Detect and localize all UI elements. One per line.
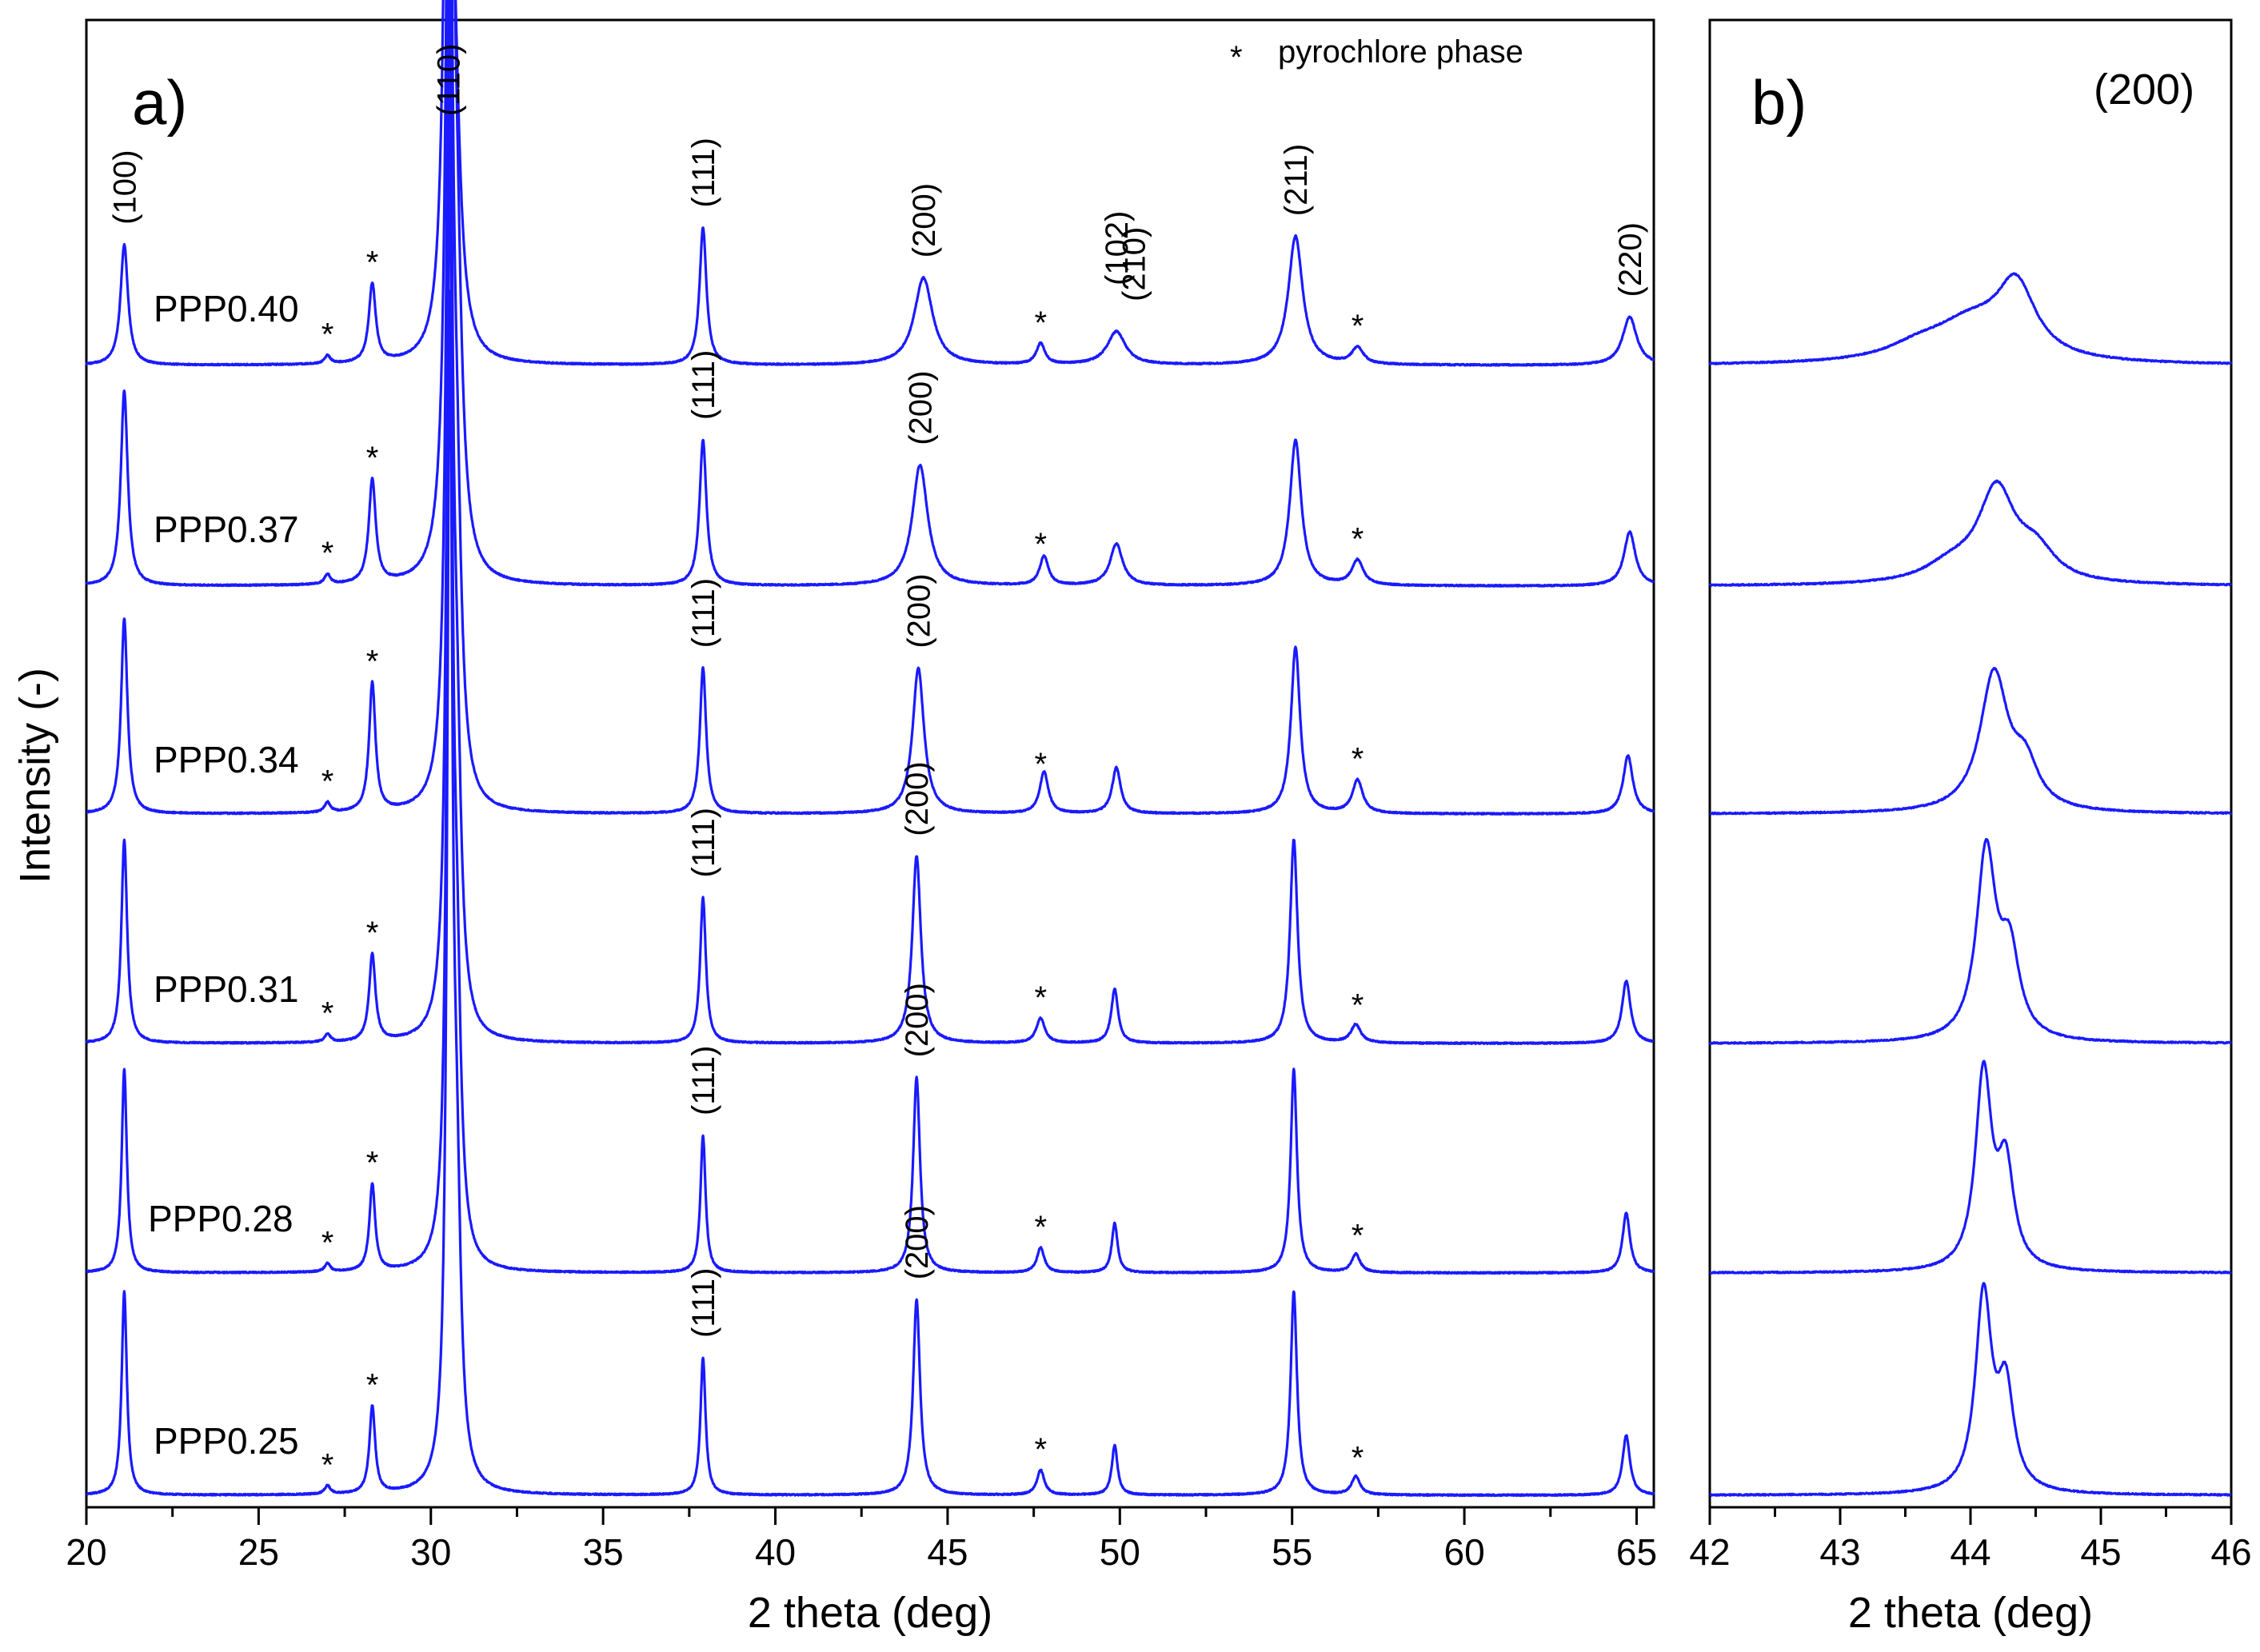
xrd-trace-PPP0.40 xyxy=(1708,272,2233,365)
hkl-label: (111) xyxy=(686,138,721,207)
panel-a-x-axis: 20 25 30 35 40 45 50 55 60 65 xyxy=(66,1507,1657,1573)
pyrochlore-marker: * xyxy=(1034,980,1047,1016)
panel-a-traces xyxy=(85,0,1655,1498)
x-tick-label: 25 xyxy=(238,1531,279,1573)
pyrochlore-marker: * xyxy=(366,916,379,951)
sample-label-PPP0.25: PPP0.25 xyxy=(154,1420,299,1462)
hkl-label: (200) xyxy=(900,983,935,1057)
pyrochlore-marker: * xyxy=(1352,309,1364,344)
sample-label-PPP0.40: PPP0.40 xyxy=(154,288,299,329)
pyrochlore-marker: * xyxy=(1352,521,1364,557)
pyrochlore-marker: * xyxy=(366,441,379,476)
xrd-trace-PPP0.34 xyxy=(1709,667,2233,816)
x-tick-label: 46 xyxy=(2210,1531,2251,1573)
hkl-label: (111) xyxy=(686,1045,721,1115)
xrd-trace-PPP0.28 xyxy=(85,109,1655,1275)
panel-b-label: b) xyxy=(1751,67,1807,138)
panel-b-x-axis-title: 2 theta (deg) xyxy=(1848,1589,2093,1637)
sample-label-PPP0.31: PPP0.31 xyxy=(154,968,299,1010)
hkl-label: (200) xyxy=(903,370,938,445)
pyrochlore-marker: * xyxy=(321,1226,334,1261)
x-tick-label: 45 xyxy=(927,1531,968,1573)
x-tick-label: 60 xyxy=(1443,1531,1484,1573)
x-tick-label: 65 xyxy=(1616,1531,1657,1573)
panel-a-annotations: PPP0.40 * * * * PPP0.37 * * * * PPP0.34 * * * * PPP0.31… xyxy=(107,44,1647,1483)
xrd-trace-PPP0.28 xyxy=(1709,1059,2232,1275)
hkl-label: (200) xyxy=(907,183,942,257)
pyrochlore-marker: * xyxy=(321,317,334,353)
sample-label-PPP0.34: PPP0.34 xyxy=(154,739,299,780)
panel-a-frame xyxy=(85,18,1655,1509)
pyrochlore-marker: * xyxy=(366,1145,379,1180)
hkl-label: (110) xyxy=(431,44,466,116)
hkl-label: (200) xyxy=(900,761,935,836)
y-axis-title: Intensity (-) xyxy=(11,668,59,884)
x-tick-label: 45 xyxy=(2080,1531,2121,1573)
legend-label: pyrochlore phase xyxy=(1278,34,1523,70)
x-tick-label: 20 xyxy=(66,1531,106,1573)
pyrochlore-marker: * xyxy=(321,996,334,1031)
pyrochlore-marker: * xyxy=(1352,988,1364,1024)
hkl-label: (111) xyxy=(686,350,721,420)
pyrochlore-marker: * xyxy=(1352,1440,1364,1475)
pyrochlore-marker: * xyxy=(1352,742,1364,777)
hkl-label: (220) xyxy=(1613,222,1648,297)
panel-b-x-axis: 42 43 44 45 46 xyxy=(1689,1507,2252,1573)
hkl-label: (111) xyxy=(686,578,721,648)
x-tick-label: 44 xyxy=(1950,1531,1990,1573)
hkl-label: (100) xyxy=(107,150,142,224)
xrd-trace-PPP0.40 xyxy=(85,0,1655,367)
xrd-trace-PPP0.25 xyxy=(85,289,1655,1498)
xrd-trace-PPP0.25 xyxy=(1709,1282,2232,1497)
hkl-label: (111) xyxy=(686,1267,721,1337)
panel-b-title: (200) xyxy=(2094,66,2194,114)
pyrochlore-marker: * xyxy=(321,764,334,800)
sample-label-PPP0.28: PPP0.28 xyxy=(148,1198,293,1239)
hkl-label: (211) xyxy=(1279,144,1314,216)
x-tick-label: 35 xyxy=(583,1531,624,1573)
x-tick-label: 30 xyxy=(410,1531,451,1573)
pyrochlore-marker: * xyxy=(1034,1210,1047,1245)
xrd-trace-PPP0.34 xyxy=(85,0,1655,816)
xrd-trace-PPP0.31 xyxy=(85,0,1655,1045)
pyrochlore-marker: * xyxy=(1034,527,1047,562)
hkl-label: (102) xyxy=(1100,211,1135,285)
x-tick-label: 55 xyxy=(1272,1531,1312,1573)
pyrochlore-marker: * xyxy=(321,536,334,571)
pyrochlore-marker: * xyxy=(366,644,379,680)
xrd-trace-PPP0.31 xyxy=(1708,837,2233,1045)
panel-b-traces xyxy=(1708,272,2233,1497)
x-tick-label: 50 xyxy=(1100,1531,1140,1573)
x-tick-label: 40 xyxy=(755,1531,796,1573)
pyrochlore-marker: * xyxy=(366,1367,379,1403)
hkl-label: (111) xyxy=(686,808,721,877)
xrd-trace-PPP0.37 xyxy=(1708,479,2232,587)
pyrochlore-marker: * xyxy=(1352,1218,1364,1253)
pyrochlore-marker: * xyxy=(321,1448,334,1483)
legend-star-icon: * xyxy=(1230,40,1243,75)
pyrochlore-marker: * xyxy=(1034,305,1047,341)
panel-a-x-axis-title: 2 theta (deg) xyxy=(748,1589,992,1637)
x-tick-label: 42 xyxy=(1689,1531,1730,1573)
x-tick-label: 43 xyxy=(1819,1531,1860,1573)
xrd-trace-PPP0.37 xyxy=(85,0,1655,588)
hkl-label: (200) xyxy=(901,573,936,648)
pyrochlore-marker: * xyxy=(366,245,379,280)
pyrochlore-marker: * xyxy=(1034,1432,1047,1467)
panel-a-label: a) xyxy=(132,67,187,138)
hkl-label: (210) xyxy=(1117,227,1152,301)
hkl-label: (200) xyxy=(900,1205,935,1279)
sample-label-PPP0.37: PPP0.37 xyxy=(154,509,299,550)
pyrochlore-marker: * xyxy=(1034,747,1047,782)
